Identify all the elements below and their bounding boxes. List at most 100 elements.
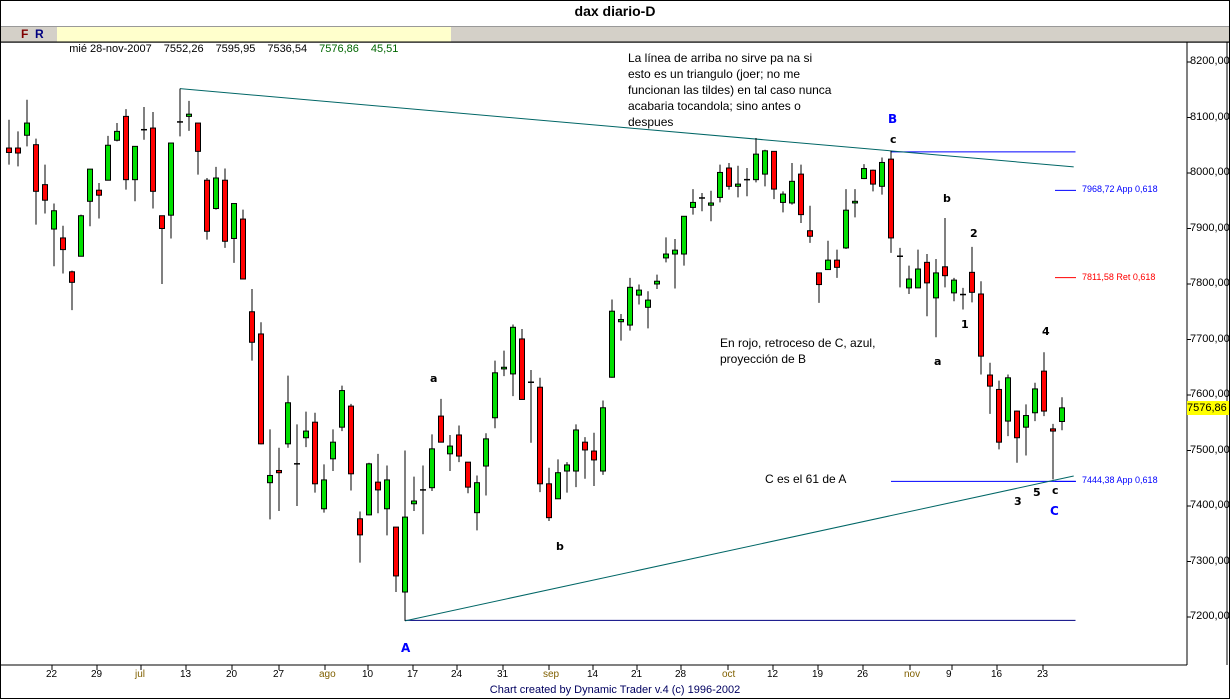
candle-body <box>789 180 795 204</box>
price-axis-label: 7200,00 <box>1190 610 1230 622</box>
wave-label-3: 3 <box>1014 495 1022 508</box>
candle-body <box>888 158 894 239</box>
candle-body <box>600 407 606 472</box>
candle-body <box>708 202 714 206</box>
candle-body <box>96 189 102 196</box>
candle-body <box>267 474 273 484</box>
candle-body <box>375 481 381 491</box>
candle-body <box>537 386 543 485</box>
wave-label-B: B <box>888 112 898 126</box>
candle-body <box>42 184 48 201</box>
note-line: esto es un triangulo (joer; no me <box>628 67 801 81</box>
candle-body <box>303 430 309 439</box>
candle-body <box>771 150 777 190</box>
candle-body <box>258 333 264 445</box>
candle-body <box>465 461 471 488</box>
candle-body <box>411 500 417 505</box>
candle-body <box>321 479 327 510</box>
wave-label-c: c <box>1052 484 1059 497</box>
candle-body <box>735 183 741 187</box>
candle-body <box>996 388 1002 443</box>
note-line: despues <box>628 115 674 129</box>
candle-body <box>213 177 219 210</box>
candle-body <box>483 438 489 467</box>
candle-body <box>33 144 39 192</box>
ohlc-readout: mié 28-nov-2007 7552,26 7595,95 7536,54 7576… <box>57 27 451 55</box>
fib-level-label: 7444,38 App 0,618 <box>1082 475 1158 486</box>
candle-body <box>384 479 390 510</box>
time-axis-label: 9 <box>946 669 952 680</box>
time-axis-label: 14 <box>587 669 599 680</box>
time-axis-label: 12 <box>767 669 779 680</box>
candle-body <box>474 482 480 514</box>
candle-body <box>933 272 939 299</box>
candle-body <box>357 518 363 536</box>
f-button[interactable]: F <box>21 27 29 41</box>
candle-body <box>681 215 687 255</box>
candle-body <box>906 278 912 289</box>
candle-body <box>123 115 129 181</box>
price-axis-label: 7400,00 <box>1190 499 1230 511</box>
time-axis-label: ago <box>319 669 336 680</box>
candle-body <box>330 441 336 460</box>
candle-body <box>519 338 525 400</box>
current-price-marker: 7576,86 <box>1187 401 1229 415</box>
time-axis-label: nov <box>904 669 921 680</box>
r-button[interactable]: R <box>35 27 44 41</box>
wave-label-c: c <box>890 133 897 146</box>
time-axis-label: 23 <box>1037 669 1049 680</box>
candle-body <box>438 415 444 443</box>
candle-body <box>150 127 156 192</box>
candle-body <box>951 279 957 294</box>
candle-body <box>1005 377 1011 422</box>
candle-body <box>6 147 12 153</box>
time-axis-label: sep <box>543 669 560 680</box>
time-axis-label: 28 <box>675 669 687 680</box>
candle-body <box>186 113 192 117</box>
wave-label-A: A <box>401 641 411 655</box>
candle-body <box>1050 428 1056 432</box>
candle-body <box>339 390 345 428</box>
candle-body <box>609 310 615 378</box>
candle-body <box>492 372 498 419</box>
candle-body <box>348 405 354 475</box>
low-note: C es el 61 de A <box>765 472 847 486</box>
candle-body <box>105 144 111 181</box>
chart-title: dax diario-D <box>574 3 656 19</box>
candle-body <box>87 168 93 202</box>
wave-label-4: 4 <box>1042 325 1050 338</box>
candle-body <box>1023 415 1029 428</box>
time-axis-label: 13 <box>180 669 192 680</box>
price-axis-label: 7600,00 <box>1190 388 1230 400</box>
candle-body <box>1041 370 1047 412</box>
time-axis-label: 21 <box>631 669 643 680</box>
candle-body <box>15 147 21 154</box>
time-axis-label: 10 <box>362 669 374 680</box>
candle-body <box>645 299 651 308</box>
fib-level-label: 7811,58 Ret 0,618 <box>1082 271 1156 282</box>
time-axis-label: 22 <box>46 669 58 680</box>
wave-label-a: a <box>430 372 438 385</box>
candle-body <box>114 130 120 141</box>
price-axis-label: 8100,00 <box>1190 110 1230 123</box>
candle-body <box>969 271 975 293</box>
bar-date: mié 28-nov-2007 <box>69 43 152 55</box>
candle-body <box>870 169 876 185</box>
time-axis-label: 24 <box>451 669 463 680</box>
candle-body <box>276 469 282 474</box>
time-axis-label: oct <box>722 669 736 680</box>
candle-body <box>663 253 669 259</box>
time-axis-label: 27 <box>273 669 285 680</box>
fib-level-label: 7968,72 App 0,618 <box>1082 184 1158 195</box>
candle-body <box>726 167 732 187</box>
price-axis-label: 8200,00 <box>1190 55 1230 67</box>
footer-credit: Chart created by Dynamic Trader v.4 (c) … <box>489 684 741 696</box>
candle-body <box>1014 410 1020 439</box>
candle-body <box>1059 407 1065 422</box>
candle-body <box>879 161 885 187</box>
candle-body <box>807 230 813 237</box>
candle-body <box>366 463 372 516</box>
note-line: La línea de arriba no sirve pa na si <box>628 51 813 65</box>
candle-body <box>231 203 237 239</box>
